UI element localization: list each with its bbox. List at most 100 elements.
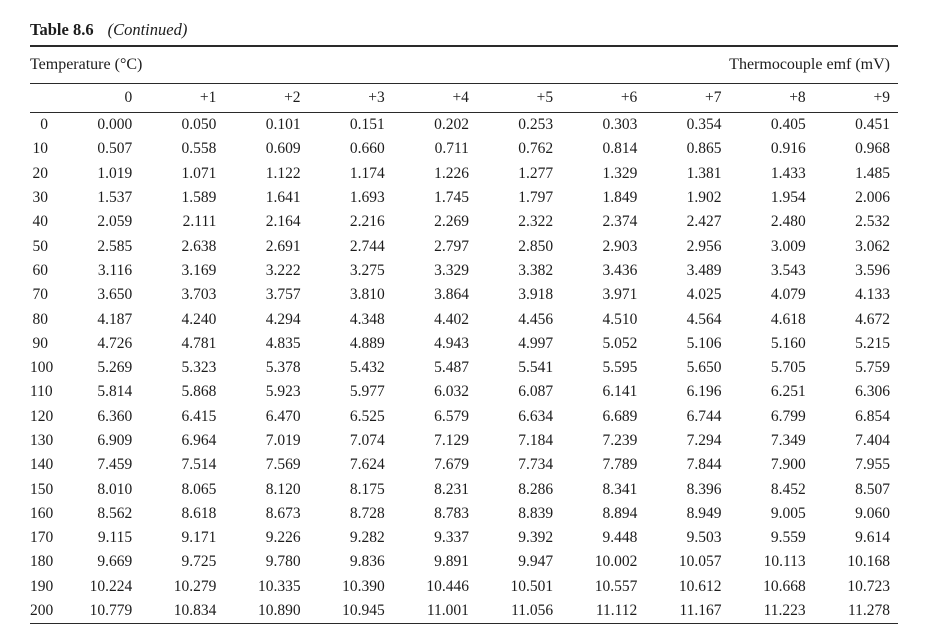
row-label-temperature: 190 [30, 577, 54, 595]
emf-value-cell: 1.329 [602, 164, 638, 182]
emf-value-cell: 4.025 [686, 286, 722, 304]
emf-value-cell: 9.669 [97, 553, 133, 571]
emf-value-cell: 0.050 [181, 116, 217, 134]
emf-value-cell: 6.634 [518, 407, 554, 425]
emf-value-cell: 9.503 [686, 529, 722, 547]
emf-value-cell: 8.728 [349, 504, 385, 522]
emf-value-cell: 8.783 [434, 504, 469, 522]
emf-value-cell: 6.744 [686, 407, 722, 425]
emf-value-cell: 1.641 [265, 189, 301, 207]
emf-value-cell: 8.507 [855, 480, 890, 498]
emf-value-cell: 10.279 [173, 577, 217, 595]
emf-value-cell: 4.348 [349, 310, 385, 328]
emf-value-cell: 3.489 [686, 261, 722, 279]
emf-value-cell: 3.169 [181, 261, 217, 279]
emf-value-cell: 3.009 [770, 237, 806, 255]
row-label-temperature: 30 [32, 189, 49, 207]
emf-value-cell: 5.650 [686, 359, 722, 377]
emf-value-cell: 2.850 [518, 237, 554, 255]
emf-value-cell: 9.226 [265, 529, 301, 547]
emf-value-cell: 9.780 [265, 553, 301, 571]
emf-value-cell: 9.448 [602, 529, 638, 547]
row-label-temperature: 0 [40, 116, 48, 134]
emf-value-cell: 10.890 [257, 602, 301, 620]
emf-value-cell: 6.964 [181, 432, 217, 449]
emf-value-cell: 1.485 [855, 164, 890, 182]
column-header-cell: +3 [308, 84, 393, 113]
emf-value-cell: 6.360 [97, 407, 133, 425]
emf-value-cell: 10.945 [342, 602, 385, 620]
emf-value-cell: 6.087 [518, 383, 554, 401]
emf-value-cell: 5.977 [349, 383, 385, 401]
emf-value-cell: 2.059 [97, 213, 133, 231]
emf-value-cell: 4.564 [686, 310, 722, 328]
emf-value-cell: 3.275 [349, 261, 385, 279]
emf-value-cell: 7.734 [518, 456, 554, 474]
column-header-row: 0 +1 +2 +3 +4 +5 +6 +7 +8 +9 [30, 84, 898, 113]
emf-value-cell: 5.595 [602, 359, 638, 377]
emf-value-cell: 8.562 [97, 504, 133, 522]
emf-value-cell: 0.711 [434, 140, 469, 158]
emf-value-cell: 11.278 [847, 602, 890, 620]
emf-value-cell: 2.480 [770, 213, 806, 231]
row-label-temperature: 140 [30, 456, 54, 474]
emf-value-cell: 1.797 [518, 189, 554, 207]
column-header-cell: +1 [140, 84, 225, 113]
emf-value-cell: 6.251 [770, 383, 806, 401]
emf-value-cell: 2.956 [686, 237, 722, 255]
emf-value-cell: 3.436 [602, 261, 638, 279]
emf-value-cell: 4.618 [770, 310, 806, 328]
emf-value-cell: 4.889 [349, 334, 385, 352]
emf-value-cell: 1.954 [770, 189, 806, 207]
emf-value-cell: 7.514 [181, 456, 217, 474]
emf-value-cell: 10.668 [763, 577, 806, 595]
emf-value-cell: 0.916 [770, 140, 806, 158]
emf-value-cell: 2.744 [349, 237, 385, 255]
emf-value-cell: 4.456 [518, 310, 554, 328]
emf-value-cell: 7.404 [855, 432, 890, 449]
emf-value-cell: 0.354 [686, 116, 722, 134]
emf-value-cell: 9.337 [434, 529, 469, 547]
emf-value-cell: 0.253 [518, 116, 554, 134]
emf-value-cell: 9.060 [855, 504, 890, 522]
emf-value-cell: 6.032 [434, 383, 469, 401]
emf-value-cell: 10.612 [678, 577, 722, 595]
emf-value-cell: 7.459 [97, 456, 133, 474]
table-caption-number: Table 8.6 [30, 20, 94, 39]
row-label-temperature: 130 [30, 432, 54, 449]
emf-value-cell: 1.849 [602, 189, 638, 207]
emf-value-cell: 3.918 [518, 286, 554, 304]
emf-value-cell: 6.196 [686, 383, 722, 401]
emf-value-cell: 5.868 [181, 383, 217, 401]
row-label-temperature: 120 [30, 407, 54, 425]
emf-value-cell: 2.691 [265, 237, 301, 255]
emf-value-cell: 9.005 [770, 504, 806, 522]
emf-value-cell: 4.726 [97, 334, 133, 352]
column-header-cell: +8 [729, 84, 814, 113]
emf-value-cell: 2.269 [434, 213, 469, 231]
column-header-cell: +2 [224, 84, 309, 113]
emf-value-cell: 1.277 [518, 164, 554, 182]
emf-value-cell: 10.113 [763, 553, 806, 571]
emf-value-cell: 3.703 [181, 286, 217, 304]
emf-value-cell: 4.294 [265, 310, 301, 328]
emf-value-cell: 1.902 [686, 189, 722, 207]
emf-value-cell: 7.624 [349, 456, 385, 474]
emf-value-cell: 4.510 [602, 310, 638, 328]
emf-value-cell: 9.115 [97, 529, 133, 547]
emf-value-cell: 4.133 [855, 286, 890, 304]
table-bottom-rule [30, 623, 898, 625]
emf-value-cell: 1.537 [97, 189, 133, 207]
emf-value-cell: 4.079 [770, 286, 806, 304]
emf-value-cell: 0.660 [349, 140, 385, 158]
emf-value-cell: 6.415 [181, 407, 217, 425]
emf-value-cell: 1.745 [434, 189, 469, 207]
table-row: 30 1.537 1.589 1.641 1.693 1.745 1.797 1.849 1.9… [30, 186, 898, 210]
row-label-temperature: 70 [32, 286, 49, 304]
table-row: 120 6.360 6.415 6.470 6.525 6.579 6.634 6.689 6.… [30, 405, 898, 429]
emf-value-cell: 2.006 [855, 189, 890, 207]
emf-value-cell: 3.222 [265, 261, 301, 279]
emf-value-cell: 10.390 [342, 577, 385, 595]
emf-value-cell: 7.239 [602, 432, 638, 449]
row-label-temperature: 200 [30, 602, 54, 620]
